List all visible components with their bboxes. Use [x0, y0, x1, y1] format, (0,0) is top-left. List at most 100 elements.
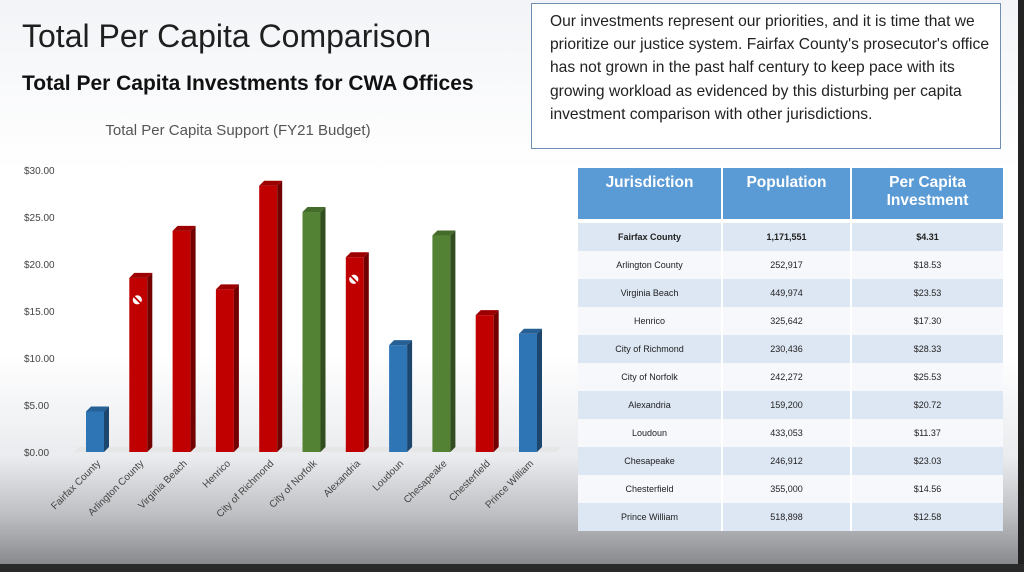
- bar: [389, 345, 408, 452]
- bar-top: [475, 310, 499, 316]
- bar-top: [432, 230, 456, 236]
- no-symbol-slash: [349, 274, 359, 284]
- y-tick-label: $20.00: [24, 260, 55, 271]
- bar-side: [190, 225, 196, 452]
- cell-per-capita: $20.72: [851, 391, 1003, 419]
- cell-population: 449,974: [722, 279, 852, 307]
- quote-box: Our investments represent our priorities…: [531, 3, 1001, 149]
- cell-per-capita: $17.30: [851, 307, 1003, 335]
- bar: [172, 230, 191, 452]
- bar-top: [129, 272, 153, 278]
- cell-per-capita: $11.37: [851, 419, 1003, 447]
- x-tick-label: Henrico: [201, 458, 233, 490]
- bar-side: [537, 328, 542, 452]
- table-body: Fairfax County 1,171,551 $4.31 Arlington Co…: [578, 223, 1003, 531]
- table-row: City of Norfolk 242,272 $25.53: [578, 363, 1003, 391]
- cell-per-capita: $28.33: [851, 335, 1003, 363]
- cell-population: 159,200: [722, 391, 852, 419]
- cell-per-capita: $23.03: [851, 447, 1003, 475]
- bar: [475, 315, 494, 452]
- bar: [129, 277, 148, 452]
- table-header-row: Jurisdiction Population Per Capita Inves…: [578, 168, 1003, 219]
- y-tick-label: $10.00: [24, 354, 55, 365]
- x-tick-label: Alexandria: [322, 458, 363, 499]
- cell-jurisdiction: Prince William: [578, 503, 723, 531]
- bar-side: [493, 310, 499, 452]
- cell-jurisdiction: City of Richmond: [578, 335, 723, 363]
- bar: [519, 333, 537, 452]
- cell-jurisdiction: Virginia Beach: [578, 279, 723, 307]
- bar-top: [259, 180, 283, 186]
- slide-subtitle: Total Per Capita Investments for CWA Off…: [22, 72, 474, 95]
- bar-side: [233, 284, 239, 452]
- cell-population: 433,053: [722, 419, 852, 447]
- cell-jurisdiction: Fairfax County: [578, 223, 723, 251]
- y-tick-label: $25.00: [24, 213, 55, 224]
- bar-top: [215, 284, 239, 290]
- bar-side: [407, 340, 413, 452]
- cell-jurisdiction: City of Norfolk: [578, 363, 723, 391]
- cell-jurisdiction: Henrico: [578, 307, 723, 335]
- header-jurisdiction: Jurisdiction: [578, 168, 723, 219]
- table-row: Chesterfield 355,000 $14.56: [578, 475, 1003, 503]
- cell-population: 252,917: [722, 251, 852, 279]
- header-population: Population: [722, 168, 852, 219]
- cell-per-capita: $12.58: [851, 503, 1003, 531]
- bar-top: [519, 328, 542, 334]
- cell-jurisdiction: Arlington County: [578, 251, 723, 279]
- table-row: Alexandria 159,200 $20.72: [578, 391, 1003, 419]
- jurisdiction-table: Jurisdiction Population Per Capita Inves…: [578, 168, 1003, 531]
- x-tick-label: Loudoun: [371, 458, 406, 493]
- cell-jurisdiction: Chesterfield: [578, 475, 723, 503]
- cell-per-capita: $25.53: [851, 363, 1003, 391]
- bar-side: [320, 207, 326, 452]
- cell-per-capita: $18.53: [851, 251, 1003, 279]
- cell-population: 325,642: [722, 307, 852, 335]
- table-row: Arlington County 252,917 $18.53: [578, 251, 1003, 279]
- bar-top: [345, 252, 369, 258]
- cell-per-capita: $14.56: [851, 475, 1003, 503]
- table-row: Prince William 518,898 $12.58: [578, 503, 1003, 531]
- no-symbol-slash: [133, 295, 142, 305]
- cell-per-capita: $4.31: [851, 223, 1003, 251]
- cell-population: 518,898: [722, 503, 852, 531]
- table-row: Fairfax County 1,171,551 $4.31: [578, 223, 1003, 251]
- bar-top: [389, 340, 413, 346]
- cell-population: 1,171,551: [722, 223, 852, 251]
- bar: [259, 185, 278, 452]
- chart-title: Total Per Capita Support (FY21 Budget): [105, 122, 370, 139]
- cell-population: 242,272: [722, 363, 852, 391]
- bar-side: [104, 406, 109, 452]
- bottom-bar: [0, 564, 1024, 572]
- cell-jurisdiction: Chesapeake: [578, 447, 723, 475]
- table-row: City of Richmond 230,436 $28.33: [578, 335, 1003, 363]
- table-row: Chesapeake 246,912 $23.03: [578, 447, 1003, 475]
- bar: [215, 289, 234, 452]
- y-tick-label: $15.00: [24, 307, 55, 318]
- bar-side: [147, 272, 153, 452]
- bar-top: [86, 406, 109, 412]
- cell-population: 246,912: [722, 447, 852, 475]
- chart-svg: Total Per Capita Support (FY21 Budget) $…: [24, 122, 562, 520]
- table-row: Loudoun 433,053 $11.37: [578, 419, 1003, 447]
- bar: [86, 411, 104, 452]
- bar-top: [172, 225, 196, 231]
- slide-title: Total Per Capita Comparison: [22, 18, 432, 54]
- x-tick-label: Chesterfield: [447, 458, 493, 504]
- right-edge: [1018, 0, 1024, 572]
- bar: [345, 257, 364, 452]
- bar-side: [363, 252, 369, 452]
- x-tick-label: Chesapeake: [402, 458, 450, 506]
- bar: [432, 235, 451, 452]
- y-tick-label: $0.00: [24, 448, 49, 459]
- cell-per-capita: $23.53: [851, 279, 1003, 307]
- bar-side: [450, 230, 456, 452]
- table-row: Virginia Beach 449,974 $23.53: [578, 279, 1003, 307]
- bar-chart: Total Per Capita Support (FY21 Budget) $…: [0, 112, 570, 552]
- table-row: Henrico 325,642 $17.30: [578, 307, 1003, 335]
- y-tick-label: $5.00: [24, 401, 49, 412]
- bar: [302, 212, 321, 452]
- cell-population: 230,436: [722, 335, 852, 363]
- y-tick-label: $30.00: [24, 166, 55, 177]
- cell-population: 355,000: [722, 475, 852, 503]
